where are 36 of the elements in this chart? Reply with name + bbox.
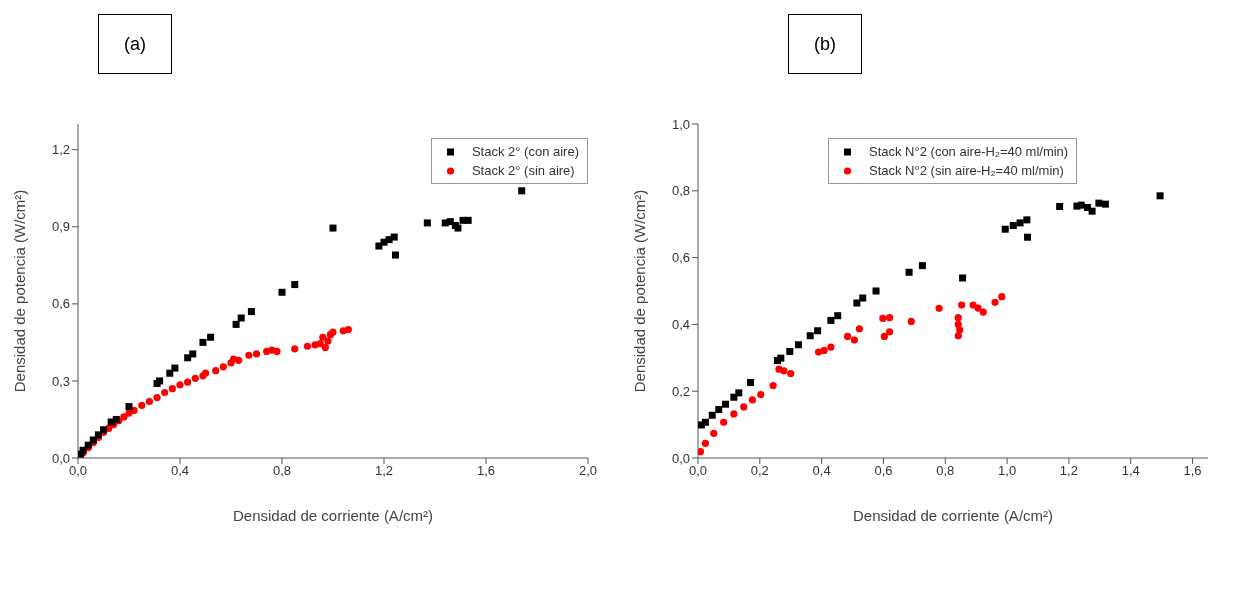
- x-tick-label: 1,6: [1183, 463, 1202, 479]
- x-tick-label: 1,4: [1121, 463, 1140, 479]
- x-axis-title: Densidad de corriente (A/cm²): [232, 506, 434, 524]
- y-tick-label: 0,8: [671, 183, 690, 199]
- x-tick-label: 1,0: [998, 463, 1017, 479]
- x-tick-label: 0,8: [936, 463, 955, 479]
- y-tick-label: 0,3: [51, 373, 70, 389]
- y-tick-label: 0,9: [51, 219, 70, 235]
- y-tick-label: 0,6: [51, 296, 70, 312]
- chart-title: (a): [98, 14, 172, 74]
- y-axis-title: Densidad de potencia (W/cm²): [11, 189, 29, 393]
- x-tick-label: 0,6: [874, 463, 893, 479]
- y-tick-label: 1,0: [671, 116, 690, 132]
- x-tick-label: 2,0: [578, 463, 598, 479]
- x-tick-label: 0,4: [812, 463, 831, 479]
- x-tick-label: 1,2: [1059, 463, 1078, 479]
- x-tick-label: 0,8: [272, 463, 292, 479]
- chart-title: (b): [788, 14, 862, 74]
- x-tick-label: 1,6: [476, 463, 496, 479]
- y-axis-title: Densidad de potencia (W/cm²): [631, 189, 649, 393]
- x-tick-label: 0,0: [688, 463, 708, 479]
- y-tick-label: 0,0: [671, 450, 690, 466]
- y-tick-label: 1,2: [51, 142, 70, 158]
- legend-label: Stack 2° (sin aire): [471, 163, 575, 178]
- y-tick-label: 0,6: [671, 250, 690, 266]
- legend-label: Stack N°2 (sin aire-H₂=40 ml/min): [869, 163, 1064, 178]
- y-tick-label: 0,2: [671, 383, 690, 399]
- legend-label: Stack 2° (con aire): [471, 144, 579, 159]
- legend-label: Stack N°2 (con aire-H₂=40 ml/min): [869, 144, 1069, 159]
- x-tick-label: 0,2: [750, 463, 769, 479]
- y-tick-label: 0,4: [671, 317, 690, 333]
- x-tick-label: 0,4: [170, 463, 190, 479]
- y-tick-label: 0,0: [51, 450, 70, 466]
- x-tick-label: 1,2: [374, 463, 394, 479]
- x-tick-label: 0,0: [68, 463, 88, 479]
- x-axis-title: Densidad de corriente (A/cm²): [852, 506, 1054, 524]
